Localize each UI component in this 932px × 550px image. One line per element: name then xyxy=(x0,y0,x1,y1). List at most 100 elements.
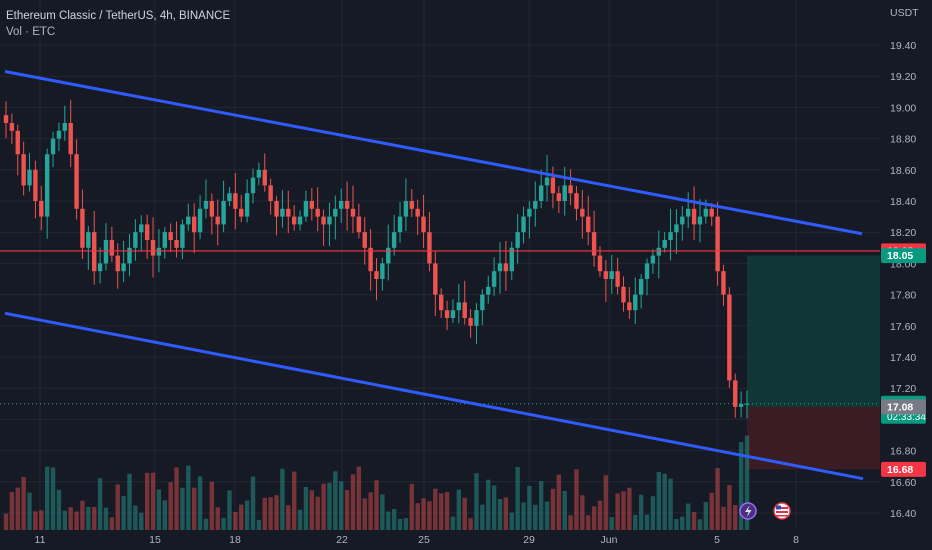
volume-bar xyxy=(697,519,703,530)
volume-bar xyxy=(403,518,409,530)
candle-body xyxy=(468,318,473,326)
price-tick-label: 18.40 xyxy=(890,196,916,208)
candle-body xyxy=(674,224,679,233)
candle-body xyxy=(621,286,626,303)
candle-body xyxy=(486,286,491,295)
price-badge-value: 17.08 xyxy=(887,401,913,413)
candle-body xyxy=(180,224,185,248)
volume-bar xyxy=(597,500,603,530)
volume-bar xyxy=(339,481,344,530)
candle-body xyxy=(92,232,97,272)
volume-bar xyxy=(591,506,597,530)
lightning-icon[interactable] xyxy=(739,502,757,520)
volume-bar xyxy=(274,495,279,530)
volume-bar xyxy=(27,492,32,530)
volume-bar xyxy=(180,487,185,530)
candle-body xyxy=(574,193,579,209)
candle-body xyxy=(444,310,450,318)
candle-body xyxy=(15,130,20,155)
volume-bar xyxy=(380,494,385,530)
volume-indicator-label[interactable]: Vol · ETC xyxy=(6,26,56,38)
volume-bar xyxy=(650,496,656,530)
candle-body xyxy=(86,232,91,248)
volume-bar xyxy=(615,493,620,530)
candle-body xyxy=(356,216,362,233)
volume-bar xyxy=(691,512,697,530)
price-tick-label: 19.40 xyxy=(890,40,916,52)
candle-body xyxy=(462,302,467,318)
candle-body xyxy=(403,201,409,217)
candle-body xyxy=(691,208,697,225)
volume-bar xyxy=(515,466,520,530)
symbol-title[interactable]: Ethereum Classic / TetherUS, 4h, BINANCE xyxy=(6,10,231,22)
volume-bar xyxy=(344,490,350,530)
volume-bar xyxy=(62,510,68,530)
candle-body xyxy=(662,240,667,248)
price-badge-value: 18.05 xyxy=(887,250,913,262)
volume-bar xyxy=(139,512,144,530)
drawn-lines xyxy=(0,70,880,481)
time-tick-label: 29 xyxy=(523,534,535,546)
volume-bar xyxy=(674,518,679,530)
time-tick-label: 25 xyxy=(418,534,430,546)
candle-body xyxy=(115,255,120,272)
volume-bar xyxy=(44,466,50,530)
volume-bar xyxy=(386,511,391,530)
time-axis[interactable]: 11 15 18 22 25 29 Jun 5 8 xyxy=(0,530,932,550)
volume-bar xyxy=(309,490,315,530)
volume-bar xyxy=(209,481,215,530)
candle-body xyxy=(609,271,614,279)
volume-bar xyxy=(627,487,632,530)
volume-bar xyxy=(503,497,509,530)
price-tick-label: 18.60 xyxy=(890,165,916,177)
volume-bar xyxy=(56,489,62,530)
volume-bar xyxy=(127,473,132,530)
candle-body xyxy=(280,208,285,217)
candle-body xyxy=(3,115,9,123)
candle-body xyxy=(203,201,209,209)
us-flag-icon[interactable] xyxy=(773,502,791,520)
volume-bar xyxy=(497,498,503,530)
candle-body xyxy=(80,208,85,248)
price-badge xyxy=(881,248,926,264)
volume-bar xyxy=(280,468,285,530)
volume-bar xyxy=(715,468,720,530)
price-axis[interactable]: USDT16.4016.6016.8017.0017.2017.4017.601… xyxy=(880,0,932,550)
candle-body xyxy=(380,263,385,279)
channel-lower-line xyxy=(4,311,864,481)
volume-bar xyxy=(174,467,179,530)
candle-body xyxy=(344,201,350,209)
time-tick-label: 8 xyxy=(793,534,799,546)
event-marks[interactable] xyxy=(739,502,791,520)
price-tick-label: 19.00 xyxy=(890,102,916,114)
volume-bar xyxy=(86,506,91,530)
volume-bar xyxy=(256,519,262,530)
candle-body xyxy=(327,216,332,225)
candle-body xyxy=(709,208,714,217)
candle-body xyxy=(638,279,644,295)
candle-body xyxy=(303,201,309,217)
price-badge-countdown: 02:33:34 xyxy=(887,412,926,423)
volume-bar xyxy=(203,518,209,530)
volume-bar xyxy=(239,504,244,530)
candle-body xyxy=(503,263,509,272)
candle-body xyxy=(50,138,56,155)
candle-body xyxy=(339,201,344,209)
volume-bar xyxy=(80,500,85,530)
candle-body xyxy=(568,185,573,194)
volume-bar xyxy=(327,482,332,530)
candle-body xyxy=(427,232,432,264)
candle-body xyxy=(586,216,591,233)
volume-bar xyxy=(462,497,467,530)
candle-body xyxy=(286,208,291,217)
candle-body xyxy=(186,216,191,225)
candle-body xyxy=(538,185,544,201)
candle-body xyxy=(144,224,150,240)
candle-body xyxy=(703,208,709,217)
volume-bar xyxy=(197,476,203,530)
candle-body xyxy=(191,216,197,233)
volume-bar xyxy=(9,492,15,530)
candle-body xyxy=(27,169,32,186)
price-tick-label: 17.80 xyxy=(890,290,916,302)
